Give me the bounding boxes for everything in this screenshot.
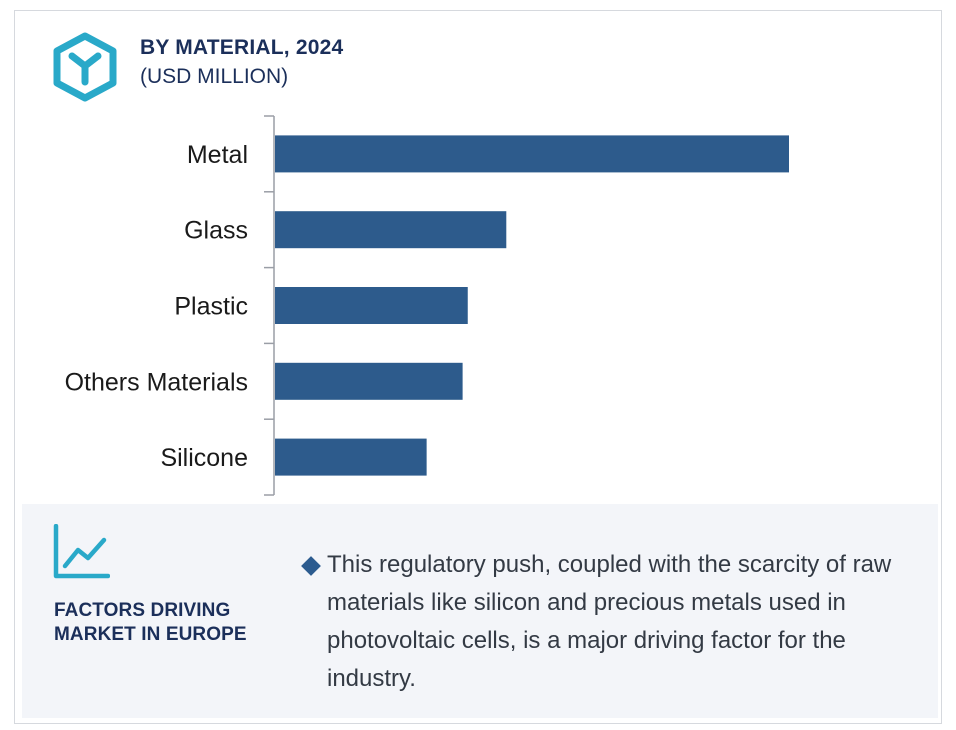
factors-title-line1: FACTORS DRIVING: [54, 600, 231, 621]
bar-chart: Metal Glass Plastic Others Materials Silicon…: [65, 115, 789, 496]
category-label: Others Materials: [65, 368, 248, 396]
bar-others-materials: [275, 362, 463, 400]
bar-plastic: [275, 287, 468, 324]
chart-subtitle: (USD MILLION): [140, 65, 289, 88]
category-label: Glass: [184, 217, 248, 245]
bar-glass: [275, 211, 507, 249]
factors-title-line2: MARKET IN EUROPE: [54, 624, 247, 645]
chart-title: BY MATERIAL, 2024: [140, 36, 344, 59]
category-label: Silicone: [160, 444, 248, 472]
trend-line-chart-icon: [53, 524, 110, 579]
hexagon-y-logo-icon: [53, 32, 117, 102]
factors-panel: FACTORS DRIVING MARKET IN EUROPE This re…: [22, 504, 938, 718]
bar-silicone: [275, 438, 427, 476]
category-label: Plastic: [174, 293, 248, 321]
factors-title: FACTORS DRIVING MARKET IN EUROPE: [54, 599, 294, 647]
factors-text: This regulatory push, coupled with the s…: [327, 551, 892, 692]
category-label: Metal: [187, 141, 248, 169]
bar-metal: [275, 135, 789, 173]
diamond-bullet-icon: [301, 556, 321, 576]
